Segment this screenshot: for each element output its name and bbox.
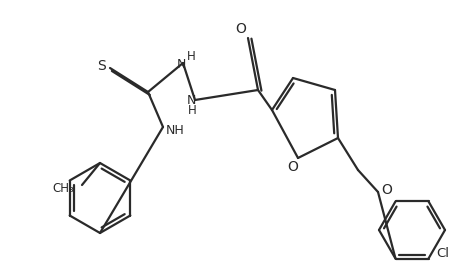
Text: CH₃: CH₃: [52, 181, 74, 194]
Text: H: H: [188, 103, 197, 116]
Text: H: H: [187, 49, 196, 62]
Text: O: O: [382, 183, 393, 197]
Text: N: N: [176, 58, 186, 70]
Text: O: O: [235, 22, 246, 36]
Text: NH: NH: [166, 123, 184, 137]
Text: Cl: Cl: [436, 247, 449, 260]
Text: S: S: [98, 59, 106, 73]
Text: N: N: [186, 94, 196, 107]
Text: O: O: [287, 160, 298, 174]
